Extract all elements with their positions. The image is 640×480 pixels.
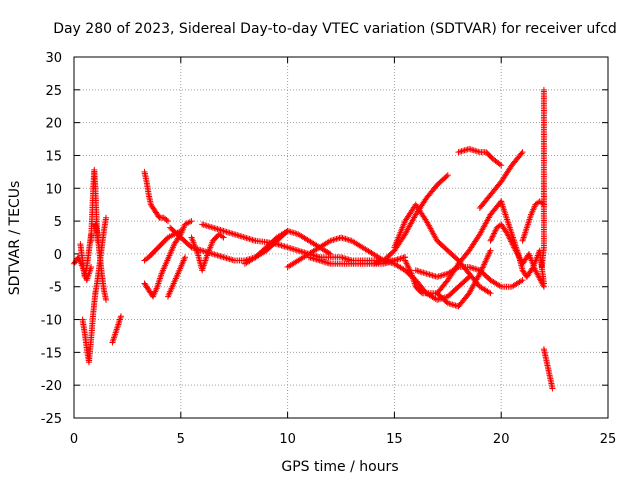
data-point: [103, 296, 110, 303]
y-tick-label: 30: [45, 51, 62, 66]
data-series-arc-15: [241, 227, 334, 267]
data-series-arc-29: [538, 86, 547, 271]
data-series-arc-04: [88, 166, 101, 244]
data-series-arc-08: [141, 168, 171, 225]
data-point: [402, 257, 409, 264]
data-point: [489, 233, 496, 240]
data-point: [406, 266, 413, 273]
data-series-arc-03: [79, 290, 99, 366]
data-point: [404, 263, 411, 270]
data-series-arc-21: [402, 198, 505, 297]
y-axis-label: SDTVAR / TECUs: [7, 181, 23, 296]
y-tick-label: -20: [41, 379, 62, 394]
data-point: [164, 218, 171, 225]
data-point: [488, 236, 495, 243]
data-point: [401, 232, 408, 239]
y-tick-label: 5: [54, 215, 62, 230]
data-series-arc-13: [188, 231, 227, 274]
data-point: [549, 385, 556, 392]
data-point: [327, 250, 334, 257]
data-series-arc-23: [434, 247, 494, 310]
data-series-arc-10: [141, 218, 195, 300]
y-tick-label: 10: [45, 182, 62, 197]
data-point: [475, 232, 482, 239]
data-point: [103, 214, 110, 221]
data-series-arc-19: [370, 172, 451, 267]
data-point: [402, 258, 409, 265]
data-point: [219, 233, 226, 240]
plot-frame: [73, 56, 609, 419]
x-tick-label: 25: [600, 432, 617, 447]
data-series-arc-07: [109, 313, 124, 346]
x-tick-label: 10: [279, 432, 296, 447]
data-point: [487, 247, 494, 254]
y-tick-label: -15: [41, 346, 62, 361]
chart-title: Day 280 of 2023, Sidereal Day-to-day VTE…: [53, 21, 617, 37]
data-series-arc-20: [391, 201, 494, 297]
data-point: [405, 264, 412, 271]
data-series-arc-11: [164, 254, 189, 300]
data-point: [182, 254, 189, 261]
data-point: [443, 173, 450, 180]
data-point: [404, 261, 411, 268]
y-tick-label: 0: [54, 248, 62, 263]
data-series-arc-06: [92, 221, 110, 303]
y-tick-label: 15: [45, 149, 62, 164]
data-point: [418, 289, 425, 296]
data-point: [407, 269, 414, 276]
data-point: [529, 265, 536, 272]
data-point: [540, 280, 547, 287]
data-point: [444, 172, 451, 179]
data-point: [487, 290, 494, 297]
data-series-arc-16: [284, 234, 387, 271]
data-point: [490, 231, 497, 238]
data-series-arc-24: [455, 145, 505, 169]
data-point: [496, 161, 503, 168]
data-point: [220, 234, 227, 241]
y-tick-label: 25: [45, 84, 62, 99]
x-tick-label: 0: [70, 432, 78, 447]
data-point: [163, 216, 170, 223]
data-series-arc-22: [412, 264, 526, 290]
x-tick-label: 20: [493, 432, 510, 447]
grid: [74, 57, 608, 418]
y-tick-label: -10: [41, 314, 62, 329]
data-point: [506, 235, 513, 242]
x-tick-label: 5: [177, 432, 185, 447]
data-point: [488, 234, 495, 241]
data-series-arc-17: [305, 254, 409, 267]
x-axis-label: GPS time / hours: [281, 459, 398, 475]
data-point: [491, 229, 498, 236]
data-series-arc-02: [77, 231, 95, 280]
data-point: [492, 227, 499, 234]
data-point: [498, 162, 505, 169]
y-tick-label: -5: [49, 281, 62, 296]
y-tick-label: -25: [41, 412, 62, 427]
data-point: [519, 277, 526, 284]
data-series-arc-25: [476, 149, 526, 211]
data-point: [518, 150, 525, 157]
data-point: [487, 237, 494, 244]
data-point: [407, 267, 414, 274]
data-point: [491, 230, 498, 237]
y-tick-label: 20: [45, 117, 62, 132]
data-point: [117, 313, 124, 320]
x-tick-label: 15: [386, 432, 403, 447]
axis-ticks: 0 5 10 15 20 25 -25 -20 -15 -10 -5 0 5 10 15 20 25 30: [41, 51, 617, 447]
data-point: [540, 86, 547, 93]
data-series: [71, 86, 556, 392]
data-point: [422, 216, 429, 223]
data-point: [188, 218, 195, 225]
data-point: [519, 149, 526, 156]
data-point: [403, 260, 410, 267]
data-series-arc-30: [540, 346, 556, 392]
